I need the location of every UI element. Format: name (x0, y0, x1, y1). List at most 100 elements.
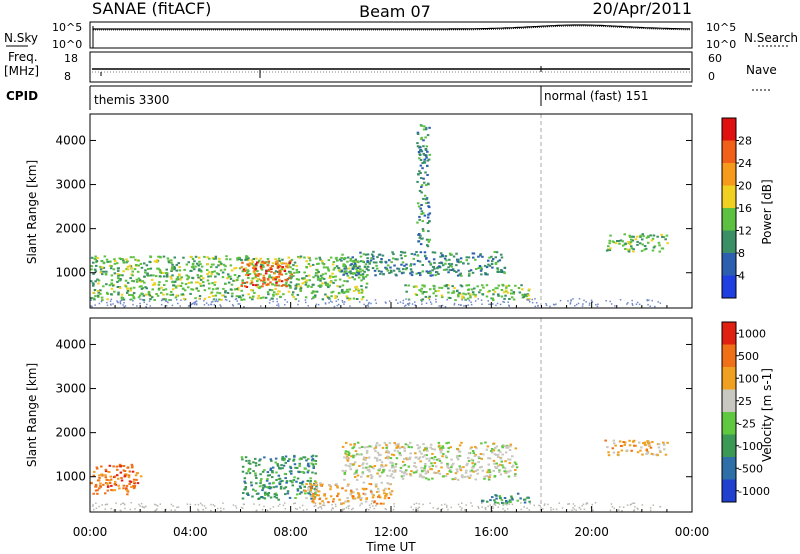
echo-cell (386, 457, 390, 460)
echo-cell (312, 296, 316, 298)
echo-cell (362, 277, 365, 280)
echo-cell (139, 280, 143, 283)
echo-cell (160, 291, 163, 294)
ground-scatter-cell (435, 298, 437, 301)
echo-cell (214, 281, 217, 284)
echo-cell (352, 491, 355, 494)
echo-cell (414, 452, 417, 455)
echo-cell (131, 465, 134, 468)
echo-cell (437, 273, 440, 275)
echo-cell (129, 480, 133, 483)
echo-cell (382, 470, 385, 473)
echo-cell (199, 278, 203, 281)
ground-scatter-cell (324, 302, 327, 304)
echo-cell (643, 248, 646, 251)
echo-cell (308, 279, 311, 282)
echo-cell (257, 294, 261, 297)
echo-cell (116, 468, 119, 471)
echo-cell (167, 259, 170, 262)
echo-cell (268, 288, 272, 291)
ground-scatter-cell (284, 508, 287, 510)
echo-cell (491, 496, 494, 499)
echo-cell (270, 268, 273, 270)
ground-scatter-cell (349, 305, 351, 307)
echo-cell (450, 458, 453, 461)
echo-cell (499, 496, 502, 499)
echo-cell (333, 266, 337, 269)
echo-cell (407, 446, 411, 449)
ground-scatter-cell (480, 299, 483, 301)
ground-scatter-cell (352, 507, 354, 510)
echo-cell (175, 263, 179, 266)
echo-cell (125, 268, 128, 271)
echo-cell (94, 270, 98, 273)
echo-cell (372, 261, 376, 264)
echo-cell (425, 156, 428, 159)
echo-cell (624, 242, 627, 245)
ground-scatter-cell (296, 508, 298, 510)
echo-cell (197, 289, 200, 292)
ground-scatter-cell (323, 504, 326, 507)
ground-scatter-cell (370, 302, 372, 305)
echo-cell (409, 456, 412, 459)
echo-cell (317, 490, 321, 493)
echo-cell (126, 265, 130, 268)
echo-cell (315, 485, 318, 488)
echo-cell (120, 479, 124, 482)
echo-cell (608, 249, 612, 252)
echo-cell (414, 471, 418, 474)
echo-cell (419, 146, 422, 149)
ground-scatter-cell (614, 305, 616, 307)
ground-scatter-cell (298, 300, 300, 302)
echo-cell (450, 265, 453, 268)
echo-cell (210, 291, 214, 294)
echo-cell (323, 494, 326, 497)
echo-cell (132, 478, 136, 481)
echo-cell (509, 443, 513, 446)
echo-cell (442, 264, 445, 267)
echo-cell (284, 493, 287, 496)
echo-cell (416, 133, 420, 135)
ground-scatter-cell (95, 507, 98, 509)
echo-cell (479, 453, 483, 455)
echo-cell (229, 288, 233, 291)
echo-cell (409, 272, 412, 275)
echo-cell (274, 287, 277, 290)
echo-cell (273, 495, 276, 498)
echo-cell (278, 271, 282, 274)
echo-cell (455, 264, 458, 267)
echo-cell (166, 257, 170, 260)
echo-cell (265, 486, 269, 489)
echo-cell (135, 478, 138, 481)
echo-cell (458, 292, 461, 294)
echo-cell (434, 274, 437, 277)
echo-cell (376, 256, 379, 259)
echo-cell (270, 459, 273, 462)
echo-cell (268, 474, 271, 477)
echo-cell (359, 270, 362, 273)
echo-cell (133, 486, 136, 489)
ground-scatter-cell (238, 303, 241, 305)
echo-cell (294, 298, 298, 301)
echo-cell (650, 239, 654, 242)
echo-cell (198, 277, 201, 280)
echo-cell (92, 492, 95, 495)
echo-cell (329, 485, 332, 488)
echo-cell (360, 446, 364, 448)
echo-cell (438, 262, 441, 264)
echo-cell (259, 479, 263, 482)
echo-cell (511, 465, 514, 468)
echo-cell (352, 495, 355, 498)
echo-cell (643, 441, 647, 444)
echo-cell (367, 456, 371, 459)
ground-scatter-cell (139, 505, 141, 507)
nave-right-tick-top: 60 (708, 52, 722, 65)
echo-cell (492, 288, 495, 291)
echo-cell (277, 263, 280, 266)
echo-cell (412, 257, 415, 260)
echo-cell (202, 277, 205, 280)
echo-cell (297, 283, 300, 286)
echo-cell (450, 464, 454, 467)
ground-scatter-cell (120, 503, 122, 506)
echo-cell (146, 273, 149, 276)
